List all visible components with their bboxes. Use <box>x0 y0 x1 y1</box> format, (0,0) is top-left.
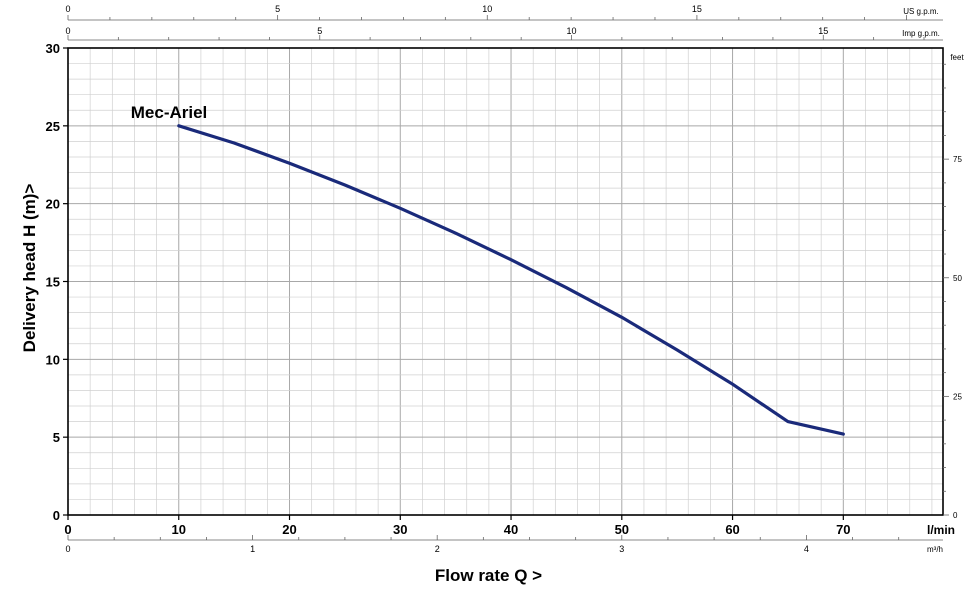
x-tick-label: 40 <box>504 522 518 537</box>
x-tick-label: 70 <box>836 522 850 537</box>
us-gpm-tick-label: 10 <box>482 4 492 14</box>
m3h-tick-label: 0 <box>65 544 70 554</box>
imp-gpm-tick-label: 15 <box>818 26 828 36</box>
x-tick-label: 30 <box>393 522 407 537</box>
imp-gpm-tick-label: 10 <box>567 26 577 36</box>
x-tick-label: 50 <box>615 522 629 537</box>
us-gpm-tick-label: 5 <box>275 4 280 14</box>
y-tick-label: 10 <box>46 352 60 367</box>
m3h-tick-label: 4 <box>804 544 809 554</box>
series-label: Mec-Ariel <box>131 103 208 122</box>
feet-tick-label: 25 <box>953 392 962 401</box>
x-axis-title: Flow rate Q > <box>434 566 543 585</box>
feet-unit-label: feet <box>950 53 964 62</box>
us-gpm-unit-label: US g.p.m. <box>903 7 939 16</box>
x-tick-label: 0 <box>64 522 71 537</box>
y-axis-title: Delivery head H (m)> <box>20 183 39 353</box>
y-axis-title-container: Delivery head H (m)> <box>0 0 40 520</box>
us-gpm-tick-label: 0 <box>65 4 70 14</box>
y-tick-label: 5 <box>53 430 60 445</box>
m3h-tick-label: 1 <box>250 544 255 554</box>
imp-gpm-tick-label: 5 <box>317 26 322 36</box>
x-tick-label: 60 <box>725 522 739 537</box>
y-tick-label: 30 <box>46 41 60 56</box>
y-tick-label: 0 <box>53 508 60 523</box>
us-gpm-tick-label: 15 <box>692 4 702 14</box>
x-tick-label: 20 <box>282 522 296 537</box>
imp-gpm-tick-label: 0 <box>65 26 70 36</box>
series-layer: Mec-Ariel <box>131 103 845 436</box>
x-tick-label: 10 <box>172 522 186 537</box>
feet-tick-label: 0 <box>953 511 958 520</box>
feet-tick-label: 75 <box>953 155 962 164</box>
x-unit-label: l/min <box>927 523 955 537</box>
m3h-tick-label: 3 <box>619 544 624 554</box>
imp-gpm-unit-label: Imp g.p.m. <box>902 29 940 38</box>
y-tick-label: 20 <box>46 197 60 212</box>
grid <box>68 48 943 515</box>
m3h-tick-label: 2 <box>435 544 440 554</box>
y-tick-label: 25 <box>46 119 60 134</box>
y-tick-label: 15 <box>46 275 60 290</box>
m3h-unit-label: m³/h <box>927 545 943 554</box>
feet-tick-label: 50 <box>953 274 962 283</box>
